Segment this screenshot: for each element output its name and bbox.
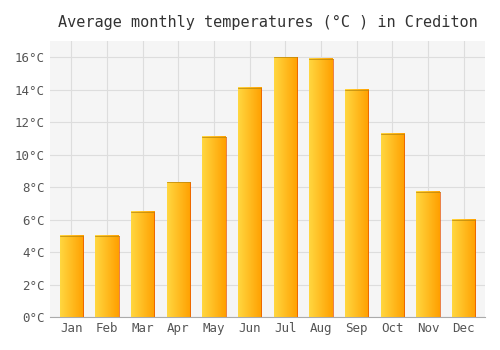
Title: Average monthly temperatures (°C ) in Crediton: Average monthly temperatures (°C ) in Cr… (58, 15, 478, 30)
